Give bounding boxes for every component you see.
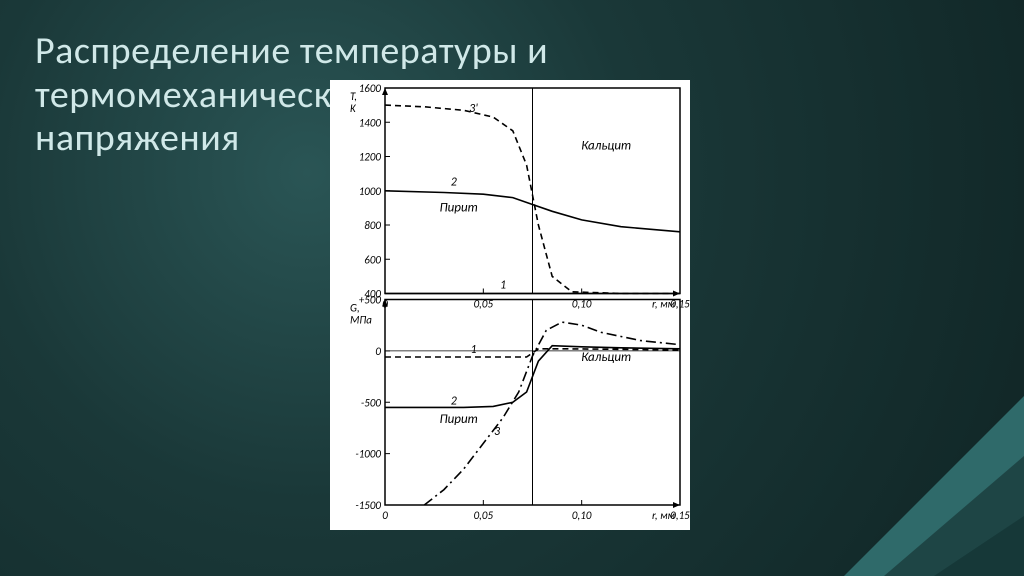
svg-text:1600: 1600 (359, 82, 382, 95)
svg-text:1: 1 (470, 343, 476, 357)
svg-text:Кальцит: Кальцит (581, 139, 631, 154)
svg-text:1: 1 (500, 278, 506, 292)
chart-figure: 400600800100012001400160000,050,100,15r,… (330, 80, 690, 530)
svg-text:Кальцит: Кальцит (581, 350, 631, 365)
svg-text:0,05: 0,05 (474, 509, 494, 522)
svg-text:Пирит: Пирит (440, 200, 478, 215)
title-line-3: напряжения (35, 115, 240, 161)
svg-text:0: 0 (375, 345, 381, 358)
svg-text:K: K (350, 102, 357, 115)
svg-text:+500: +500 (359, 294, 382, 307)
svg-text:-1000: -1000 (355, 448, 381, 461)
svg-text:3': 3' (469, 102, 478, 116)
slide-root: Распределение температуры и термомеханич… (0, 0, 1024, 576)
svg-text:1400: 1400 (359, 116, 382, 129)
svg-text:3: 3 (494, 425, 500, 439)
svg-text:1000: 1000 (359, 185, 382, 198)
svg-text:800: 800 (364, 219, 381, 232)
svg-text:0: 0 (382, 509, 388, 522)
title-line-1: Распределение температуры и (35, 28, 548, 74)
svg-text:0,10: 0,10 (572, 509, 592, 522)
svg-text:600: 600 (364, 253, 381, 266)
corner-decoration (844, 396, 1024, 576)
svg-text:Пирит: Пирит (440, 412, 478, 427)
svg-text:МПа: МПа (350, 314, 372, 327)
chart-svg: 400600800100012001400160000,050,100,15r,… (330, 80, 690, 530)
svg-text:2: 2 (451, 394, 457, 408)
svg-text:r, мм: r, мм (652, 509, 676, 522)
svg-text:1200: 1200 (359, 151, 382, 164)
svg-text:-1500: -1500 (355, 499, 381, 512)
svg-text:-500: -500 (361, 396, 382, 409)
svg-text:2: 2 (451, 176, 457, 190)
